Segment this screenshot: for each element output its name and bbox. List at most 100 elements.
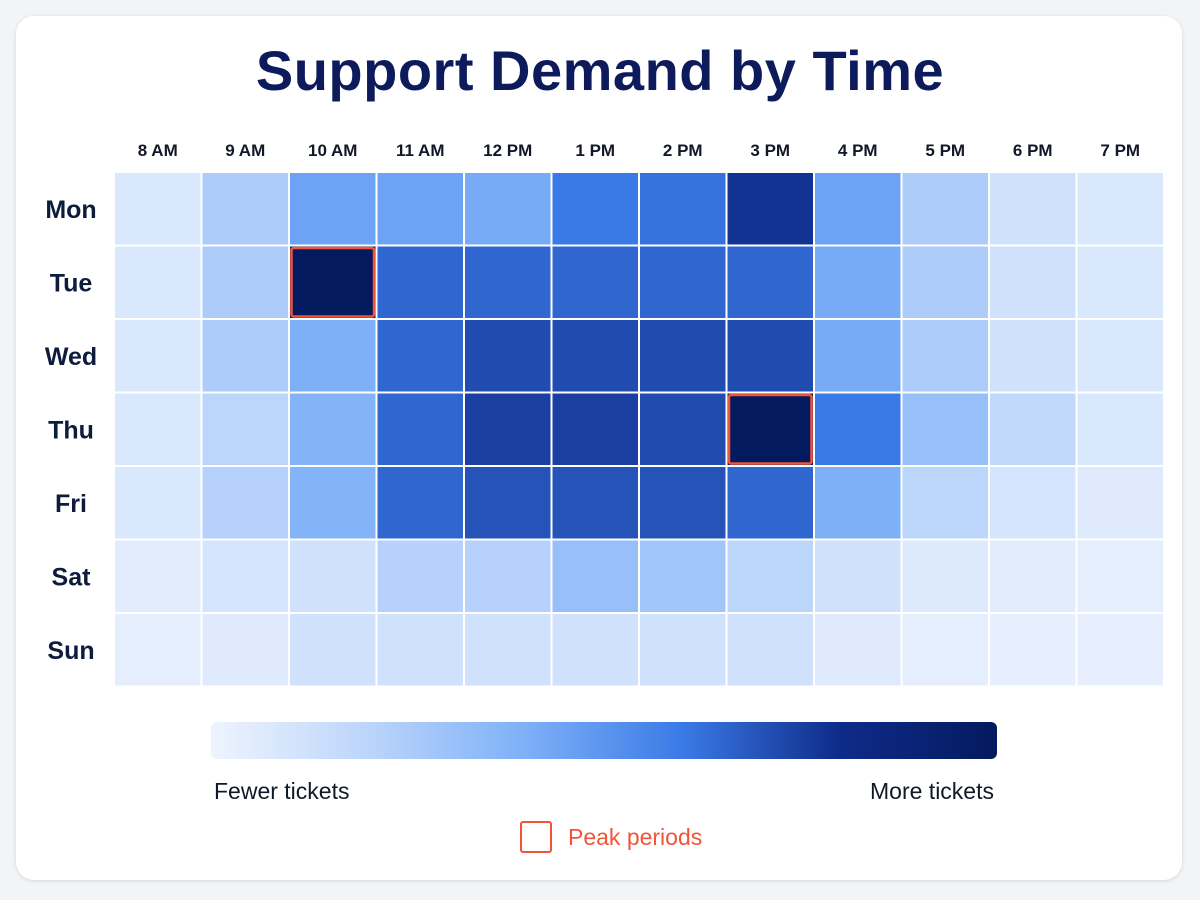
cell-wed-8-am — [115, 320, 201, 392]
cell-thu-11-am — [377, 393, 463, 465]
x-tick-3-pm: 3 PM — [750, 141, 790, 160]
cell-mon-7-pm — [1077, 173, 1163, 245]
cell-wed-9-am — [202, 320, 288, 392]
cell-fri-10-am — [290, 467, 376, 539]
cell-mon-1-pm — [552, 173, 638, 245]
cell-sun-4-pm — [815, 614, 901, 686]
cell-wed-10-am — [290, 320, 376, 392]
cell-fri-1-pm — [552, 467, 638, 539]
cell-mon-3-pm — [727, 173, 813, 245]
cell-fri-2-pm — [640, 467, 726, 539]
cell-tue-1-pm — [552, 246, 638, 318]
cell-wed-3-pm — [727, 320, 813, 392]
cell-sat-1-pm — [552, 540, 638, 612]
cell-tue-9-am — [202, 246, 288, 318]
peak-marker-thu-3-pm — [727, 393, 813, 465]
cell-mon-8-am — [115, 173, 201, 245]
cell-sat-11-am — [377, 540, 463, 612]
cell-fri-9-am — [202, 467, 288, 539]
cell-sat-5-pm — [902, 540, 988, 612]
cell-fri-7-pm — [1077, 467, 1163, 539]
cell-fri-4-pm — [815, 467, 901, 539]
cell-mon-2-pm — [640, 173, 726, 245]
cell-sat-3-pm — [727, 540, 813, 612]
cell-sun-2-pm — [640, 614, 726, 686]
cell-sat-10-am — [290, 540, 376, 612]
cell-wed-5-pm — [902, 320, 988, 392]
cell-tue-5-pm — [902, 246, 988, 318]
y-tick-sat: Sat — [52, 563, 92, 591]
cell-thu-12-pm — [465, 393, 551, 465]
cell-thu-7-pm — [1077, 393, 1163, 465]
cell-sun-5-pm — [902, 614, 988, 686]
cell-sun-12-pm — [465, 614, 551, 686]
cell-sat-2-pm — [640, 540, 726, 612]
x-tick-4-pm: 4 PM — [838, 141, 878, 160]
cell-tue-11-am — [377, 246, 463, 318]
cell-mon-11-am — [377, 173, 463, 245]
cell-sun-1-pm — [552, 614, 638, 686]
cell-mon-6-pm — [990, 173, 1076, 245]
cell-thu-5-pm — [902, 393, 988, 465]
heatmap-cells — [115, 173, 1163, 686]
cell-mon-4-pm — [815, 173, 901, 245]
cell-sun-6-pm — [990, 614, 1076, 686]
cell-tue-2-pm — [640, 246, 726, 318]
cell-sun-10-am — [290, 614, 376, 686]
cell-tue-12-pm — [465, 246, 551, 318]
cell-wed-11-am — [377, 320, 463, 392]
cell-sat-4-pm — [815, 540, 901, 612]
cell-fri-12-pm — [465, 467, 551, 539]
y-tick-tue: Tue — [50, 269, 93, 297]
cell-tue-8-am — [115, 246, 201, 318]
cell-thu-10-am — [290, 393, 376, 465]
cell-sat-12-pm — [465, 540, 551, 612]
x-tick-11-am: 11 AM — [396, 141, 445, 160]
x-tick-6-pm: 6 PM — [1013, 141, 1053, 160]
cell-sat-6-pm — [990, 540, 1076, 612]
cell-thu-4-pm — [815, 393, 901, 465]
cell-thu-6-pm — [990, 393, 1076, 465]
cell-fri-8-am — [115, 467, 201, 539]
peak-swatch — [520, 821, 552, 853]
x-axis-labels: 8 AM 9 AM 10 AM 11 AM 12 PM 1 PM 2 PM 3 PM 4 PM 5… — [138, 141, 1140, 160]
x-tick-1-pm: 1 PM — [575, 141, 615, 160]
cell-fri-11-am — [377, 467, 463, 539]
cell-thu-3-pm — [727, 393, 813, 465]
legend-max-label: More tickets — [870, 778, 994, 804]
cell-fri-5-pm — [902, 467, 988, 539]
cell-wed-4-pm — [815, 320, 901, 392]
cell-sat-9-am — [202, 540, 288, 612]
cell-mon-5-pm — [902, 173, 988, 245]
cell-tue-6-pm — [990, 246, 1076, 318]
x-tick-7-pm: 7 PM — [1100, 141, 1140, 160]
cell-fri-6-pm — [990, 467, 1076, 539]
cell-wed-1-pm — [552, 320, 638, 392]
cell-thu-1-pm — [552, 393, 638, 465]
cell-fri-3-pm — [727, 467, 813, 539]
cell-wed-12-pm — [465, 320, 551, 392]
cell-mon-12-pm — [465, 173, 551, 245]
color-scale-bar — [211, 722, 997, 759]
peak-legend-label: Peak periods — [568, 823, 703, 850]
cell-mon-10-am — [290, 173, 376, 245]
cell-wed-6-pm — [990, 320, 1076, 392]
cell-sun-11-am — [377, 614, 463, 686]
cell-tue-7-pm — [1077, 246, 1163, 318]
cell-wed-7-pm — [1077, 320, 1163, 392]
cell-tue-4-pm — [815, 246, 901, 318]
cell-tue-10-am — [290, 246, 376, 318]
cell-sat-8-am — [115, 540, 201, 612]
x-tick-9-am: 9 AM — [225, 141, 265, 160]
x-tick-2-pm: 2 PM — [663, 141, 703, 160]
y-tick-wed: Wed — [45, 343, 97, 371]
chart-title: Support Demand by Time — [255, 39, 945, 102]
x-tick-5-pm: 5 PM — [925, 141, 965, 160]
cell-sat-7-pm — [1077, 540, 1163, 612]
cell-thu-9-am — [202, 393, 288, 465]
cell-wed-2-pm — [640, 320, 726, 392]
x-tick-12-pm: 12 PM — [483, 141, 532, 160]
legend-min-label: Fewer tickets — [214, 778, 350, 804]
x-tick-10-am: 10 AM — [308, 141, 357, 160]
